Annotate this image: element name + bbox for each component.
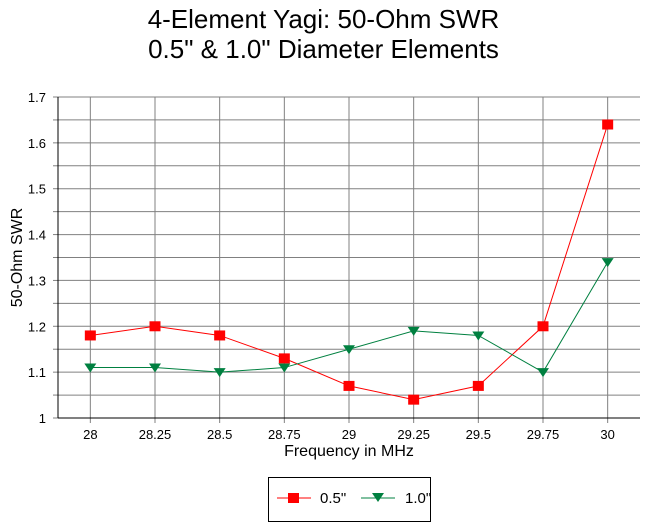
data-point-square bbox=[343, 380, 355, 391]
series-line-1 bbox=[90, 261, 609, 373]
data-point-triangle bbox=[407, 326, 420, 336]
data-point-square bbox=[472, 380, 484, 391]
y-tick-label: 1.6 bbox=[28, 136, 46, 151]
chart-title: 4-Element Yagi: 50-Ohm SWR bbox=[147, 4, 500, 34]
data-point-triangle bbox=[601, 258, 614, 268]
y-tick-label: 1.4 bbox=[28, 228, 46, 243]
data-point-triangle bbox=[84, 363, 97, 373]
series-line-0 bbox=[90, 124, 609, 401]
y-tick-label: 1.2 bbox=[28, 319, 46, 334]
x-tick-label: 28.75 bbox=[268, 427, 301, 442]
legend-square-marker bbox=[288, 493, 299, 503]
x-tick-label: 30 bbox=[600, 427, 614, 442]
y-tick-label: 1.3 bbox=[28, 273, 46, 288]
data-point-square bbox=[537, 321, 549, 332]
data-point-square bbox=[149, 321, 161, 332]
legend: 0.5" 1.0" bbox=[268, 477, 431, 522]
data-point-triangle bbox=[343, 345, 355, 355]
legend-triangle-marker bbox=[372, 493, 384, 502]
chart-subtitle: 0.5" & 1.0" Diameter Elements bbox=[148, 34, 499, 64]
y-tick-label: 1.5 bbox=[28, 182, 46, 197]
x-tick-label: 29.25 bbox=[397, 427, 430, 442]
data-point-square bbox=[602, 119, 614, 130]
x-axis-label: Frequency in MHz bbox=[284, 443, 414, 460]
y-axis-label: 50-Ohm SWR bbox=[9, 208, 26, 308]
y-tick-label: 1.1 bbox=[28, 365, 46, 380]
data-point-triangle bbox=[213, 368, 226, 378]
data-point-square bbox=[214, 330, 226, 341]
x-tick-label: 29.75 bbox=[527, 427, 560, 442]
x-tick-label: 29 bbox=[342, 427, 356, 442]
data-point-triangle bbox=[472, 331, 485, 341]
legend-label-1: 1.0" bbox=[405, 490, 432, 507]
data-point-triangle bbox=[537, 368, 549, 378]
x-tick-label: 28 bbox=[83, 427, 97, 442]
data-point-triangle bbox=[278, 363, 291, 373]
y-tick-label: 1.7 bbox=[28, 90, 46, 105]
data-point-triangle bbox=[149, 363, 161, 373]
data-point-square bbox=[408, 394, 420, 405]
x-tick-label: 28.25 bbox=[139, 427, 172, 442]
data-point-square bbox=[278, 353, 290, 364]
legend-label-0: 0.5" bbox=[320, 490, 347, 507]
y-tick-label: 1 bbox=[39, 411, 46, 426]
data-point-square bbox=[84, 330, 96, 341]
x-tick-label: 28.5 bbox=[207, 427, 232, 442]
x-tick-label: 29.5 bbox=[466, 427, 491, 442]
